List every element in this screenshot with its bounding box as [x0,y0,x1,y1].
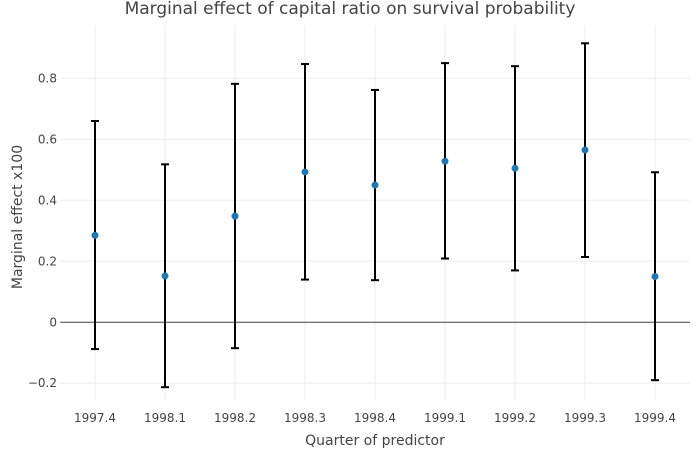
data-point [511,164,519,172]
data-point [91,231,99,239]
y-tick-label: 0.4 [38,193,57,207]
data-point [441,157,449,165]
x-tick-label: 1999.4 [634,411,676,425]
data-point [371,181,379,189]
x-tick-labels: 1997.4 1998.1 1998.2 1998.3 1998.4 1999.1 1999… [74,411,676,425]
data-point [301,168,309,176]
y-tick-label: 0.2 [38,254,57,268]
x-tick-label: 1999.1 [424,411,466,425]
data-point [651,273,659,281]
x-axis-label: Quarter of predictor [305,433,445,449]
x-tick-label: 1999.3 [564,411,606,425]
y-tick-label: −0.2 [28,376,57,390]
y-tick-label: 0.6 [38,132,57,146]
data-point [161,272,169,280]
y-tick-label: 0 [49,315,57,329]
x-tick-label: 1998.1 [144,411,186,425]
data-points [91,146,659,281]
data-point [581,146,589,154]
x-tick-label: 1998.4 [354,411,396,425]
x-tick-label: 1998.2 [214,411,256,425]
chart-title: Marginal effect of capital ratio on surv… [125,0,576,19]
y-axis-label: Marginal effect x100 [10,145,26,289]
data-point [231,212,239,220]
x-tick-label: 1999.2 [494,411,536,425]
y-tick-label: 0.8 [38,71,57,85]
x-tick-label: 1998.3 [284,411,326,425]
y-tick-labels: −0.2 0 0.2 0.4 0.6 0.8 [28,71,57,390]
x-tick-label: 1997.4 [74,411,116,425]
